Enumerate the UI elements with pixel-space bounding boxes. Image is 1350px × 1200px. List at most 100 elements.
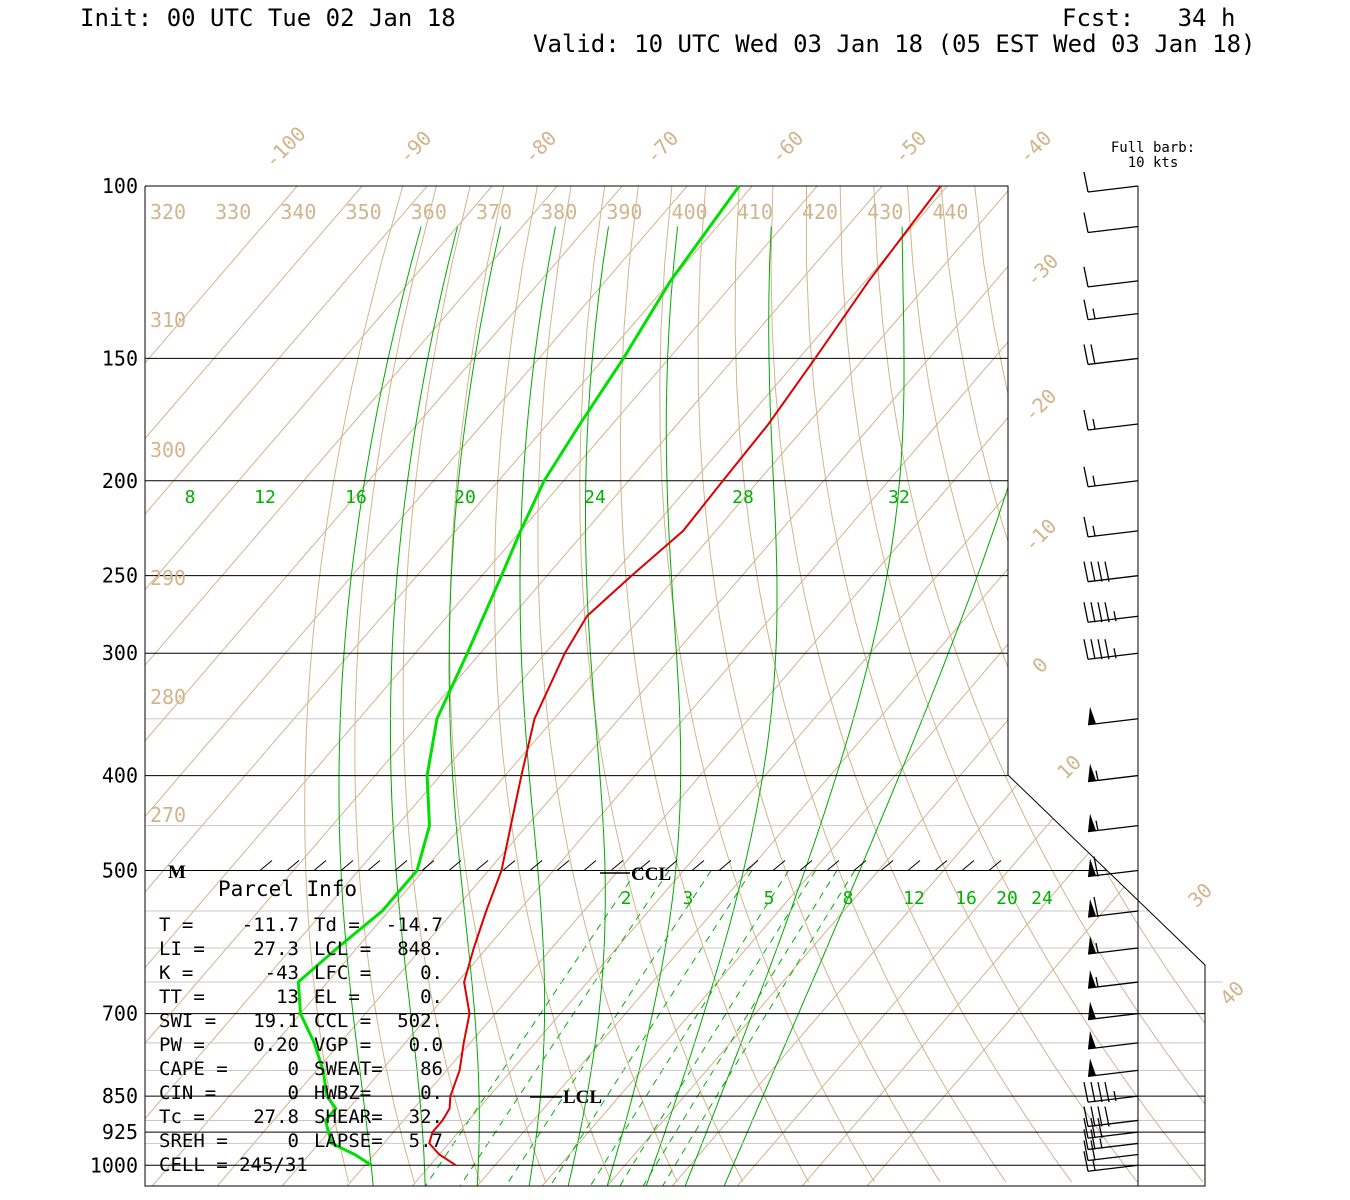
parcel-cell: LI = [159, 938, 205, 960]
temperature-profile [428, 185, 942, 1167]
isotherm-label-10: 10 [1052, 750, 1086, 784]
barb-full [1097, 561, 1103, 582]
parcel-cell: 0 [288, 1082, 299, 1104]
hatch-mark [961, 860, 975, 871]
barb-full [1083, 561, 1089, 582]
parcel-cell: HWBZ= [314, 1082, 371, 1104]
dry-adiabat-460 [1108, 186, 1205, 1183]
wind-barb-275 [1083, 602, 1139, 623]
moist-adiabat--8 [389, 226, 458, 1186]
hatch-mark [664, 860, 678, 871]
wind-barb-200 [1083, 466, 1139, 488]
isotherm--40 [216, 186, 1078, 1186]
dry-adiabat-lines [304, 186, 1205, 1183]
parcel-cell: SWI = [159, 1010, 216, 1032]
isotherm-label-40: 40 [1215, 976, 1249, 1010]
pressure-label-300: 300 [102, 641, 138, 665]
barb-full [1093, 896, 1099, 918]
moist-adiabat--16 [338, 226, 422, 1186]
hatch-mark [367, 860, 381, 871]
wind-barb-700 [1087, 1001, 1139, 1021]
barb-full [1090, 1129, 1096, 1150]
barb-staff [1087, 357, 1139, 366]
mixing-ratio-5 [505, 870, 712, 1186]
isotherm--110 [145, 186, 623, 1186]
wind-barb-500 [1087, 856, 1139, 878]
hatch-mark [610, 860, 624, 871]
parcel-cell: 13 [276, 986, 299, 1008]
barb-full [1083, 344, 1089, 365]
dry-adiabat-450 [1075, 186, 1205, 1183]
parcel-cell: LAPSE= [314, 1130, 383, 1152]
barb-full [1090, 639, 1096, 660]
mixing-ratio-lines [338, 226, 1070, 1186]
barb-half [1113, 648, 1117, 659]
lcl-label: LCL [563, 1087, 602, 1108]
parcel-cell: 0.20 [253, 1034, 299, 1056]
wind-barb-175 [1083, 409, 1139, 431]
mixing-label-upper-24: 24 [584, 487, 606, 508]
barb-full [1083, 602, 1089, 623]
wind-barbs [1083, 171, 1139, 1172]
mixing-ratio-labels: 8 12 16 20 24 28 32 2 3 5 8 12 16 20 24 [185, 487, 1053, 909]
init-time: Init: 00 UTC Tue 02 Jan 18 [80, 4, 456, 32]
parcel-cell: CIN = [159, 1082, 216, 1104]
barb-staff [1087, 312, 1139, 321]
pressure-label-850: 850 [102, 1084, 138, 1108]
dry-adiabat-270 [402, 186, 481, 1183]
barb-full [1090, 1082, 1096, 1103]
parcel-cell: 27.3 [253, 938, 299, 960]
wind-barb-110 [1083, 212, 1139, 234]
hatch-mark [988, 860, 1002, 871]
theta-label-370: 370 [476, 200, 512, 224]
parcel-info-panel: Parcel Info T = -11.7 Td = -14.7 LI = 27.3 LCL… [159, 877, 443, 1176]
dry-adiabat-360 [770, 186, 1073, 1183]
hatch-mark [340, 860, 354, 871]
hatch-mark [718, 860, 732, 871]
barb-full [1097, 1082, 1103, 1103]
isotherm-label--70: -70 [641, 126, 684, 169]
isotherm-10 [541, 186, 1205, 1186]
pressure-label-250: 250 [102, 564, 138, 588]
mixing-label-lower-20: 20 [996, 888, 1018, 909]
hatch-mark [475, 860, 489, 871]
dry-adiabat-430 [1007, 186, 1205, 1183]
hatch-marks-500 [259, 860, 1002, 871]
isotherm-label--20: -20 [1019, 384, 1062, 427]
parcel-cell: 848. [397, 938, 443, 960]
barb-half [1092, 1160, 1096, 1171]
isotherm-label--40: -40 [1014, 126, 1057, 169]
barb-full [1090, 1106, 1096, 1127]
isotherm--70 [145, 186, 883, 1186]
isotherm-label--100: -100 [260, 122, 311, 173]
pressure-label-1000: 1000 [90, 1153, 138, 1177]
barb-staff [1087, 615, 1139, 623]
parcel-cell: K = [159, 962, 193, 984]
mixing-label-upper-8: 8 [185, 487, 196, 508]
parcel-cell: 27.8 [253, 1106, 299, 1128]
theta-label-290: 290 [150, 566, 186, 590]
mixing-ratio-3 [459, 870, 670, 1186]
parcel-cell: SWEAT= [314, 1058, 383, 1080]
barb-full [1083, 1129, 1089, 1150]
dry-adiabat-350 [734, 186, 1007, 1183]
hatch-mark [637, 860, 651, 871]
isotherm-label--30: -30 [1021, 249, 1064, 292]
theta-label-430: 430 [867, 200, 903, 224]
hatch-mark [556, 860, 570, 871]
wind-barb-925 [1083, 1117, 1139, 1139]
barb-full [1083, 1151, 1089, 1172]
barb-half [1113, 1091, 1117, 1102]
parcel-cell: 0 [288, 1130, 299, 1152]
parcel-cell: -14.7 [386, 914, 443, 936]
dry-adiabat-400 [907, 186, 1205, 1183]
isobar-lines [145, 185, 1223, 1166]
pressure-label-150: 150 [102, 346, 138, 370]
barb-half [1113, 611, 1117, 622]
barb-pennant [1088, 1058, 1096, 1077]
moist-adiabat-26 [645, 226, 778, 1186]
parcel-cell: PW = [159, 1034, 205, 1056]
hatch-mark [448, 860, 462, 871]
parcel-cell: SHEAR= [314, 1106, 383, 1128]
theta-label-410: 410 [737, 200, 773, 224]
